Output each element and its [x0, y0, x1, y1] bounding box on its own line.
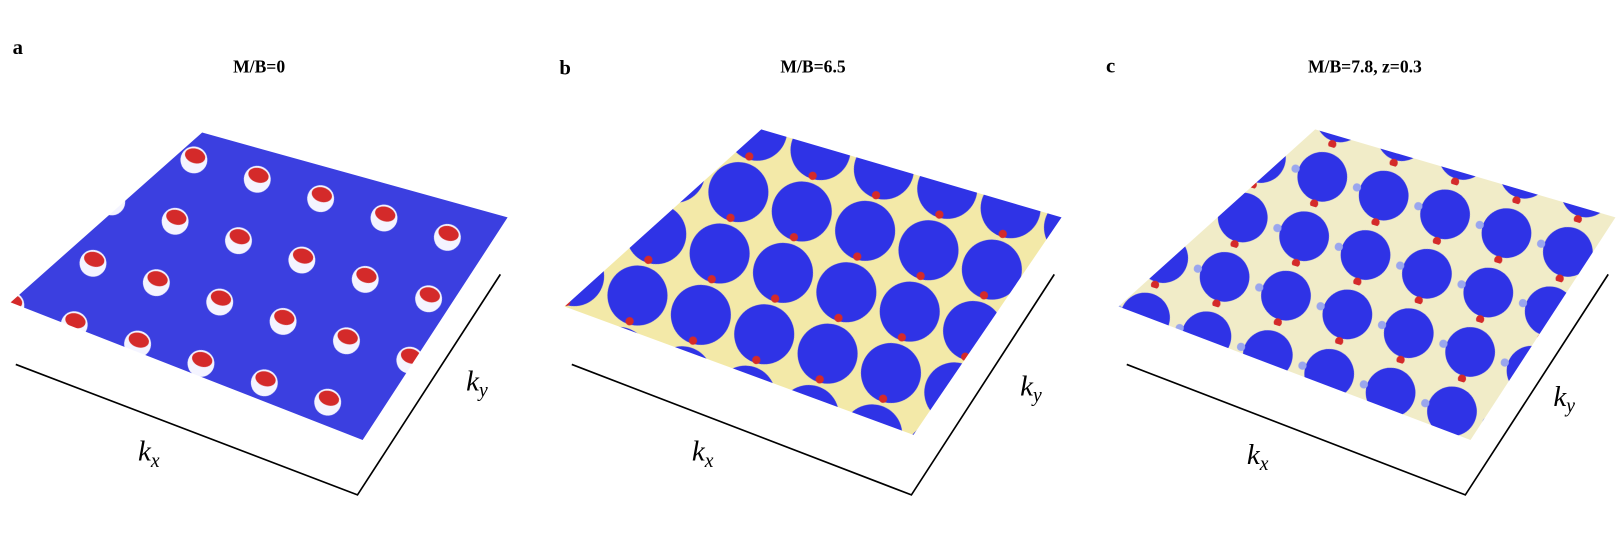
x-axis-label: kx — [138, 436, 160, 472]
panel-title: M/B=0 — [233, 56, 285, 76]
panel-title: M/B=7.8, z=0.3 — [1308, 56, 1422, 76]
panel-title: M/B=6.5 — [780, 56, 845, 76]
symbol: k — [1553, 381, 1567, 413]
symbol: k — [466, 365, 480, 397]
y-axis-label: ky — [1553, 381, 1575, 417]
axis-lines — [1126, 273, 1609, 496]
panel-a: a M/B=0 kx ky — [10, 37, 508, 496]
symbol: k — [138, 436, 152, 468]
subscript: x — [1259, 453, 1269, 475]
symbol: k — [692, 436, 706, 468]
subscript: y — [477, 380, 488, 402]
subscript: y — [1031, 385, 1042, 407]
panel-label: a — [13, 37, 24, 59]
subscript: y — [1564, 395, 1575, 417]
axis-lines — [571, 273, 1055, 496]
surface — [1118, 129, 1616, 441]
panel-c: c M/B=7.8, z=0.3 kx ky — [1106, 55, 1616, 496]
panel-label: c — [1106, 55, 1115, 77]
axis-lines — [15, 273, 502, 496]
symbol: k — [1020, 371, 1034, 403]
y-axis-label: ky — [1020, 371, 1042, 407]
panel-label: b — [559, 58, 571, 80]
x-axis-label: kx — [692, 436, 714, 472]
panel-b: b M/B=6.5 kx ky — [559, 56, 1062, 496]
surface — [564, 129, 1062, 435]
subscript: x — [704, 450, 714, 472]
symbol: k — [1247, 439, 1261, 471]
x-axis-label: kx — [1247, 439, 1269, 475]
surface — [10, 132, 508, 441]
subscript: x — [150, 450, 160, 472]
y-axis-label: ky — [466, 365, 488, 401]
